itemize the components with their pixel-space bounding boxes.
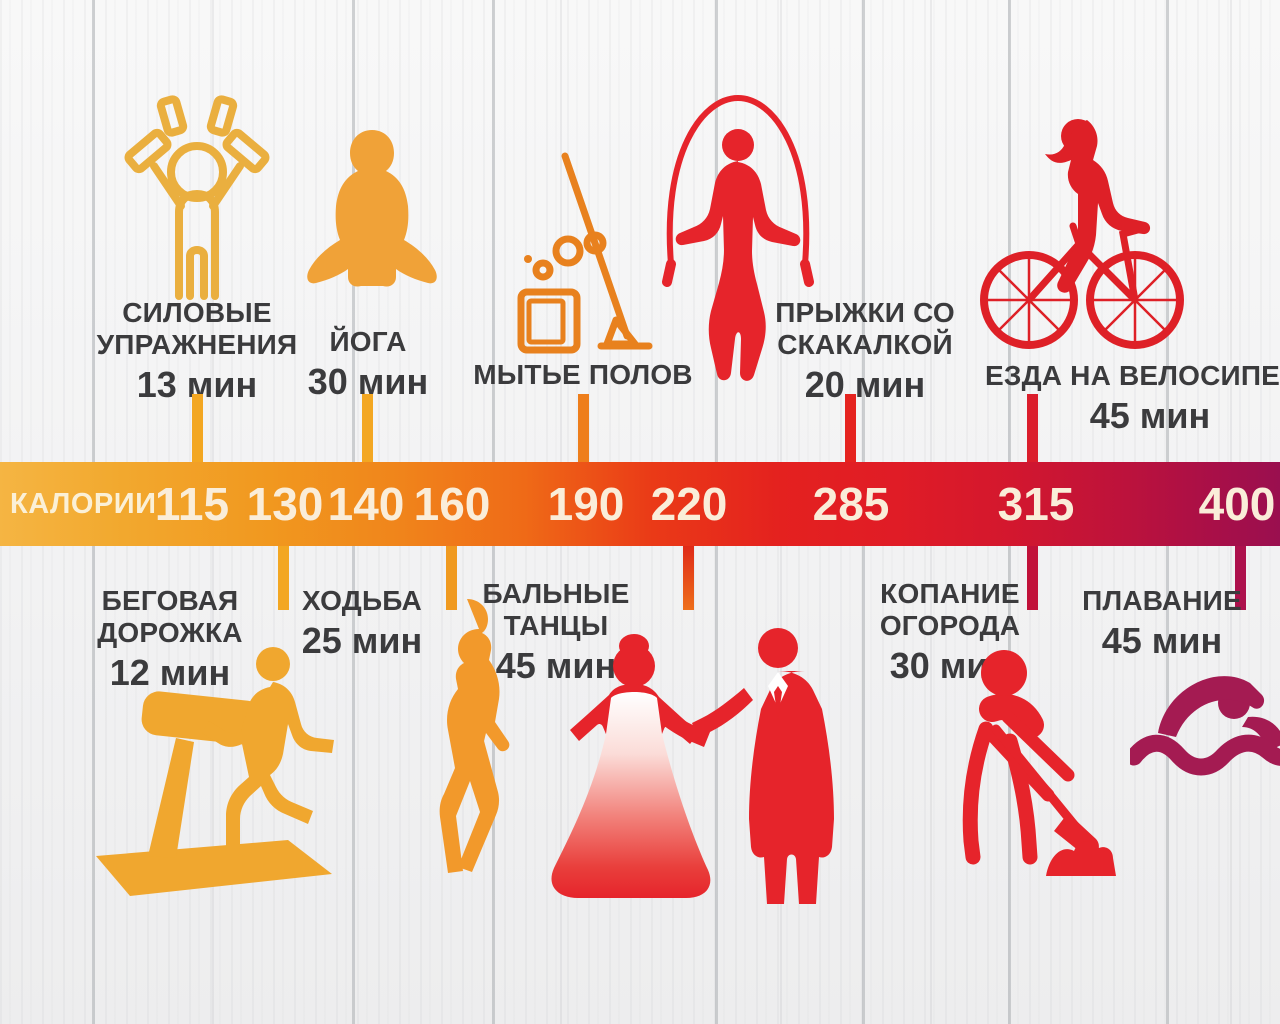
activity-time: 45 мин <box>1101 620 1223 661</box>
activity-label-cycling: ЕЗДА НА ВЕЛОСИПЕДЕ 45 мин <box>985 360 1280 436</box>
strength-exercise-icon <box>112 92 282 305</box>
calorie-value: 400 <box>1198 478 1276 530</box>
connector-tick <box>192 394 203 462</box>
connector-tick <box>1235 546 1246 610</box>
activity-time: 12 мин <box>109 652 231 693</box>
yoga-icon <box>296 126 448 303</box>
activity-label-strength: СИЛОВЫЕ УПРАЖНЕНИЯ 13 мин <box>57 297 337 405</box>
activity-time: 25 мин <box>301 620 423 661</box>
walking-icon <box>383 593 535 880</box>
activity-label-ballroom-dance: БАЛЬНЫЕ ТАНЦЫ 45 мин <box>446 578 666 686</box>
activity-label-walking: ХОДЬБА 25 мин <box>252 585 472 661</box>
connector-tick <box>362 394 373 462</box>
activity-name: БАЛЬНЫЕ <box>482 578 630 609</box>
calorie-value: 160 <box>413 478 491 530</box>
calorie-value: 130 <box>246 478 324 530</box>
activity-name: ПЛАВАНИЕ <box>1082 585 1242 616</box>
activity-label-floor-mopping: МЫТЬЕ ПОЛОВ <box>463 359 703 391</box>
activity-time: 20 мин <box>804 364 926 405</box>
calorie-value: 190 <box>547 478 625 530</box>
swimming-icon <box>1125 655 1280 810</box>
calorie-value: 285 <box>812 478 890 530</box>
cycling-icon <box>975 108 1187 355</box>
activity-name: КОПАНИЕ <box>880 578 1020 609</box>
activity-name: ТАНЦЫ <box>503 610 609 641</box>
activity-name: СКАКАЛКОЙ <box>777 329 953 360</box>
calorie-value: 115 <box>154 478 230 530</box>
activity-label-jump-rope: ПРЫЖКИ СО СКАКАЛКОЙ 20 мин <box>745 297 985 405</box>
activity-label-yoga: ЙОГА 30 мин <box>248 326 488 402</box>
activity-time: 45 мин <box>495 645 617 686</box>
connector-tick <box>1027 394 1038 462</box>
activity-name: ЕЗДА НА ВЕЛОСИПЕДЕ <box>985 360 1280 391</box>
calorie-scale-bar: КАЛОРИИ 115 130 140 160 190 220 285 315 … <box>0 462 1280 546</box>
calorie-value: 315 <box>997 478 1075 530</box>
connector-tick <box>845 394 856 462</box>
activity-name: ОГОРОДА <box>879 610 1021 641</box>
connector-tick <box>683 546 694 610</box>
calorie-value: 140 <box>327 478 405 530</box>
garden-digging-icon <box>930 645 1120 885</box>
connector-tick <box>578 394 589 462</box>
connector-tick <box>446 546 457 610</box>
calorie-axis-label: КАЛОРИИ <box>10 488 157 520</box>
activity-time: 45 мин <box>1089 395 1211 436</box>
floor-mopping-icon <box>515 150 665 360</box>
connector-tick <box>1027 546 1038 610</box>
activity-name: СИЛОВЫЕ <box>122 297 272 328</box>
activity-name: ХОДЬБА <box>302 585 422 616</box>
activity-name: УПРАЖНЕНИЯ <box>96 329 298 360</box>
treadmill-icon <box>90 612 338 902</box>
calorie-value: 220 <box>650 478 728 530</box>
activity-name: МЫТЬЕ ПОЛОВ <box>473 359 693 390</box>
activity-name: БЕГОВАЯ <box>101 585 239 616</box>
activity-name: ПРЫЖКИ СО <box>775 297 955 328</box>
activity-name: ЙОГА <box>329 326 407 357</box>
ballroom-dance-icon <box>538 608 870 913</box>
activity-label-swimming: ПЛАВАНИЕ 45 мин <box>1042 585 1280 661</box>
activity-name: ДОРОЖКА <box>97 617 243 648</box>
jump-rope-icon <box>652 88 824 405</box>
activity-label-treadmill: БЕГОВАЯ ДОРОЖКА 12 мин <box>60 585 280 693</box>
connector-tick <box>278 546 289 610</box>
